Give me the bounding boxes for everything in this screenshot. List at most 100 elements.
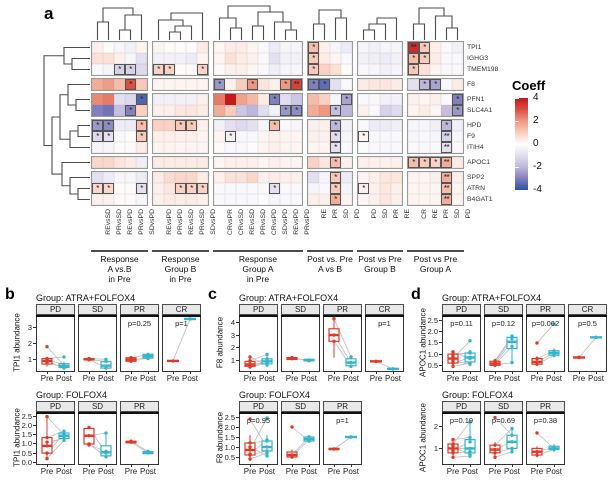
facet-plot [36, 412, 75, 465]
post-point [104, 431, 108, 435]
pre-point [493, 363, 497, 367]
ytick-mark [33, 327, 36, 329]
ytick-label: 2.0 [21, 421, 32, 431]
heatmap-cell [225, 64, 236, 75]
xtick-mark [554, 465, 555, 467]
facet-plot [281, 315, 320, 372]
heatmap-cell [341, 194, 352, 205]
significance-asterisk: * [412, 158, 415, 167]
significance-asterisk: ** [443, 173, 450, 182]
heatmap-cell [291, 142, 302, 153]
heatmap-cell [214, 53, 225, 64]
heatmap-block: * * * [152, 171, 209, 206]
group-label-line: Group B [164, 264, 197, 274]
pre-point [374, 359, 378, 364]
dendrograms [43, 5, 459, 201]
pair-line [536, 323, 555, 344]
heatmap-cell [280, 64, 291, 75]
ytick-label: 1.5 [21, 430, 32, 440]
ytick-label: 0.5 [21, 448, 32, 458]
ytick-mark [236, 322, 239, 324]
heatmap-block: * * [307, 93, 353, 117]
significance-asterisk: * [251, 80, 254, 89]
post-point [104, 449, 108, 453]
xtick-label-post: Post [545, 467, 562, 476]
heatmap-cell [391, 183, 402, 194]
heatmap-cell [391, 194, 402, 205]
heatmap-cell [408, 120, 419, 131]
heatmap-cell [92, 64, 103, 75]
column-label: CRvsSD [238, 209, 245, 236]
pair-line [452, 455, 471, 458]
pre-point [451, 437, 455, 442]
post-point [552, 353, 556, 357]
significance-asterisk: ** [410, 43, 417, 52]
pvalue-text: p=0.95 [247, 416, 270, 425]
column-label: SD [454, 209, 461, 219]
heatmap-cell [103, 172, 114, 183]
post-point [468, 450, 472, 454]
heatmap-cell [153, 120, 164, 131]
heatmap-cell [236, 53, 247, 64]
heatmap-cell: * [419, 42, 430, 53]
significance-asterisk: * [423, 80, 426, 89]
heatmap-cell: * [330, 172, 341, 183]
heatmap-cell: ** [441, 142, 452, 153]
facet-plot: p=0.38 [526, 412, 565, 465]
ytick-mark [439, 425, 442, 427]
pair-line [452, 421, 471, 445]
heatmap-cell [92, 53, 103, 64]
heatmap-cell [125, 42, 136, 53]
row-dendrogram-branch [69, 176, 90, 195]
heatmap-cell: * [269, 94, 280, 105]
heatmap-cell [258, 94, 269, 105]
pre-point [577, 355, 581, 360]
heatmap-cell [330, 79, 341, 90]
row-dendrogram-branch [71, 57, 90, 71]
xtick-label-post: Post [503, 374, 520, 383]
heatmap-cell [419, 194, 430, 205]
heatmap-block: ***** [407, 156, 464, 169]
facet-plot: p=0.062 [526, 315, 565, 372]
post-point [265, 451, 269, 455]
heatmap-cell [280, 194, 291, 205]
heatmap-cell: * [441, 120, 452, 131]
post-point [265, 363, 269, 367]
row-dendrogram-branch [67, 83, 90, 106]
ytick-label: 1.5 [427, 338, 438, 348]
xtick-label-pre: Pre [369, 374, 383, 383]
column-label: PRvsPD [304, 209, 311, 235]
column-label: PRvsSD [116, 209, 123, 235]
facet-plot: p=1 [162, 315, 201, 372]
xtick-label-pre: Pre [530, 467, 544, 476]
legend-tick-label: 4 [533, 92, 539, 103]
y-axis-label: APOC1 abundance [418, 402, 428, 472]
heatmap-cell [103, 105, 114, 116]
column-dendrogram-branch [227, 5, 271, 18]
heatmap-cell [419, 183, 430, 194]
column-dendrogram-branch [251, 25, 265, 40]
facet-strip-pd: PD [36, 304, 75, 315]
significance-asterisk: * [190, 121, 193, 130]
significance-asterisk: * [96, 184, 99, 193]
post-point [62, 355, 66, 359]
heatmap-cell [175, 42, 186, 53]
heatmap-cell [247, 183, 258, 194]
xtick-mark [106, 372, 107, 374]
heatmap-cell [164, 105, 175, 116]
ytick-label: 2.0 [224, 422, 235, 432]
column-label: SDvsPD [149, 209, 156, 235]
heatmap-cell [92, 142, 103, 153]
heatmap-cell: * [280, 79, 291, 90]
significance-asterisk: * [118, 65, 121, 74]
facet-plot: p=0.69 [484, 412, 523, 465]
heatmap-cell [369, 79, 380, 90]
heatmap-cell: * [308, 64, 319, 75]
facet-plot: p=0.19 [442, 412, 481, 465]
heatmap-cell [441, 94, 452, 105]
significance-asterisk: * [201, 184, 204, 193]
heatmap-cell [186, 157, 197, 168]
xtick-label-pre: Pre [243, 374, 257, 383]
heatmap-cell [103, 79, 114, 90]
